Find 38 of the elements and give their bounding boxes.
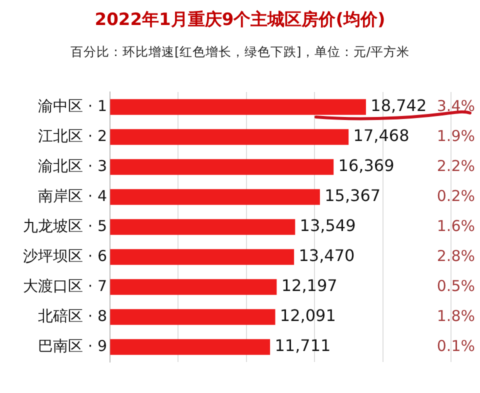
annotation: 0.5% (436, 276, 475, 295)
y-tick-label: 南岸区 · 4 (38, 186, 107, 205)
data-label: 17,468 (353, 126, 410, 146)
data-label: 16,369 (338, 156, 394, 176)
bar (110, 129, 349, 145)
data-label: 11,711 (274, 336, 331, 356)
annotation: 1.6% (436, 216, 475, 235)
annotation: 3.4% (436, 96, 475, 115)
annotation: 2.8% (436, 246, 475, 265)
data-label: 13,549 (300, 216, 356, 236)
bar (110, 279, 277, 295)
bar (110, 309, 276, 325)
annotation: 2.2% (436, 156, 475, 175)
y-tick-label: 渝中区 · 1 (38, 96, 107, 115)
bar (110, 339, 270, 355)
y-tick-label: 沙坪坝区 · 6 (23, 246, 107, 265)
bar (110, 249, 294, 265)
data-label: 15,367 (324, 186, 381, 206)
y-tick-label: 九龙坡区 · 5 (23, 216, 107, 235)
bar (110, 159, 334, 175)
data-label: 12,091 (280, 306, 336, 326)
y-tick-label: 巴南区 · 9 (38, 336, 107, 355)
y-tick-label: 渝北区 · 3 (38, 156, 107, 175)
bar (110, 189, 320, 205)
annotation: 0.1% (436, 336, 475, 355)
data-label: 13,470 (298, 246, 355, 266)
annotation: 0.2% (436, 186, 475, 205)
y-tick-label: 大渡口区 · 7 (23, 276, 107, 295)
data-label: 18,742 (370, 96, 427, 116)
chart-subtitle: 百分比：环比增速[红色增长，绿色下跌]，单位：元/平方米 (70, 44, 410, 61)
bar (110, 219, 296, 235)
y-tick-label: 江北区 · 2 (38, 126, 107, 145)
y-tick-label: 北碚区 · 8 (38, 306, 107, 325)
bar (110, 99, 366, 115)
annotation: 1.8% (436, 306, 475, 325)
data-label: 12,197 (281, 276, 338, 296)
chart-title: 2022年1月重庆9个主城区房价(均价) (94, 9, 386, 31)
annotation: 1.9% (436, 126, 475, 145)
